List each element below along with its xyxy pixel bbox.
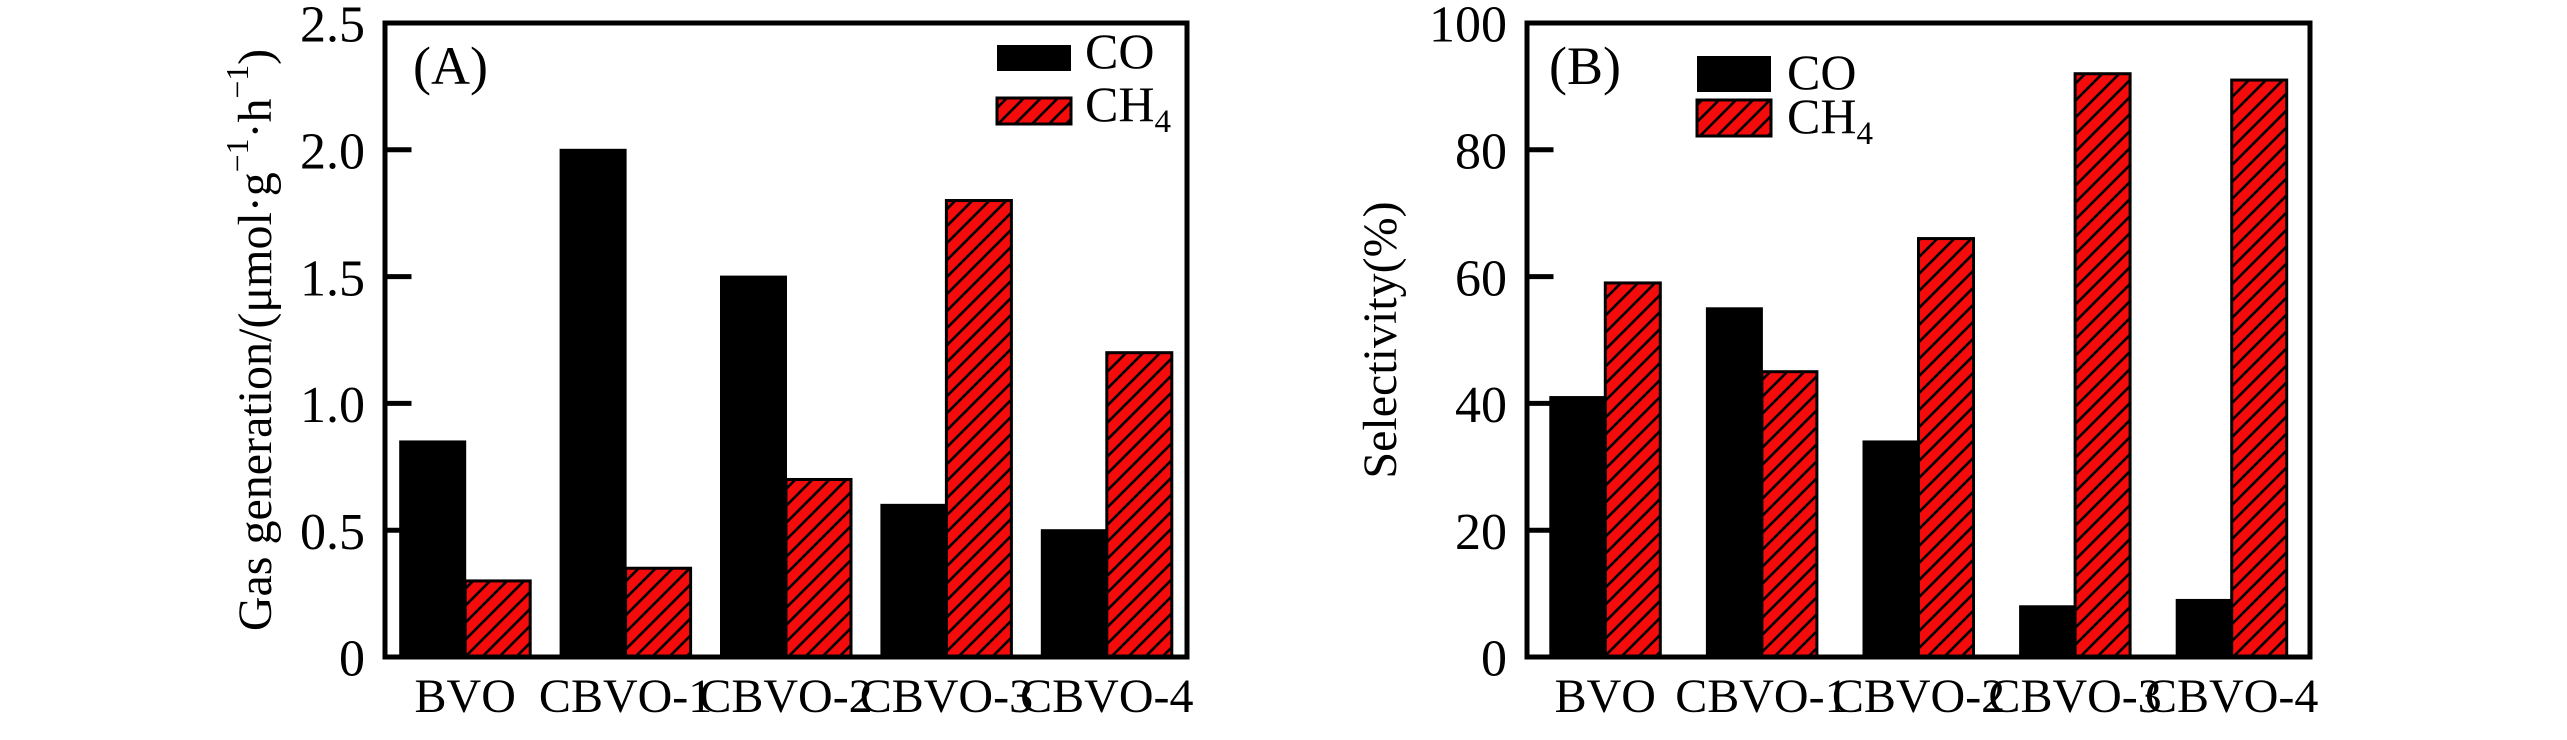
bar-ch4-bvo-hatch — [463, 579, 532, 659]
x-category-label: BVO — [1555, 670, 1656, 723]
bar-ch4-bvo-hatch — [1603, 281, 1662, 659]
y-tick-label: 40 — [1455, 377, 1507, 434]
legend-label-ch4: CH4 — [1085, 76, 1171, 140]
legend-swatch-ch4-hatch — [995, 96, 1073, 126]
bar-ch4-cbvo-4-hatch — [1105, 351, 1174, 659]
x-category-label: CBVO-3 — [1988, 670, 2161, 723]
x-category-label: CBVO-2 — [1832, 670, 2005, 723]
legend-label-co: CO — [1787, 44, 1856, 100]
bar-co-cbvo-1 — [1705, 307, 1763, 658]
panel-label: (A) — [413, 36, 488, 96]
bar-co-cbvo-1 — [559, 148, 627, 659]
y-tick-label: 2.5 — [300, 0, 365, 54]
x-category-label: CBVO-2 — [699, 670, 872, 723]
plot-frame — [1524, 20, 2313, 660]
x-category-label: BVO — [415, 670, 516, 723]
legend-swatch-ch4-hatch — [1695, 98, 1773, 138]
bar-ch4-cbvo-3-hatch — [944, 199, 1013, 659]
y-tick-label: 0 — [1481, 631, 1507, 688]
y-tick-label: 2.0 — [300, 124, 365, 181]
plot-frame — [382, 20, 1190, 660]
y-tick-label: 0.5 — [300, 504, 365, 561]
legend-swatch-co — [997, 45, 1071, 71]
x-category-label: CBVO-1 — [1675, 670, 1848, 723]
y-axis-title: Selectivity(%) — [1354, 201, 1407, 478]
y-tick-label: 60 — [1455, 250, 1507, 307]
y-tick-label: 1.5 — [300, 250, 365, 307]
bar-ch4-cbvo-1-hatch — [1760, 370, 1819, 659]
panel-label: (B) — [1549, 36, 1621, 96]
y-tick-label: 100 — [1429, 0, 1507, 54]
bar-co-cbvo-4 — [2175, 598, 2233, 659]
x-category-label: CBVO-3 — [860, 670, 1033, 723]
bar-co-bvo — [399, 440, 467, 658]
bar-ch4-cbvo-2-hatch — [784, 477, 853, 659]
x-category-label: CBVO-1 — [539, 670, 712, 723]
legend-label-co: CO — [1085, 23, 1154, 79]
y-tick-label: 0 — [339, 631, 365, 688]
bar-co-cbvo-2 — [1862, 440, 1920, 658]
y-axis-title: Gas generation/(μmol·g−1·h−1) — [220, 49, 282, 631]
y-tick-label: 80 — [1455, 124, 1507, 181]
bar-co-cbvo-3 — [2019, 605, 2077, 659]
legend-swatch-co — [1697, 56, 1771, 92]
bar-ch4-cbvo-1-hatch — [624, 566, 693, 659]
bar-ch4-cbvo-2-hatch — [1917, 237, 1975, 659]
bar-co-cbvo-4 — [1040, 529, 1108, 659]
y-tick-label: 20 — [1455, 504, 1507, 561]
bar-co-bvo — [1549, 396, 1607, 658]
bar-co-cbvo-3 — [880, 503, 948, 658]
y-tick-label: 1.0 — [300, 377, 365, 434]
bar-ch4-cbvo-4-hatch — [2230, 78, 2289, 659]
x-category-label: CBVO-4 — [2145, 670, 2318, 723]
bar-co-cbvo-2 — [720, 275, 787, 658]
x-category-label: CBVO-4 — [1020, 670, 1193, 723]
chart-panel-a: 0 0.5 1.0 1.5 2.0 2.5 BVO CBVO-1CBVO-2CBVO-3CBV… — [220, 0, 1194, 723]
bar-ch4-cbvo-3-hatch — [2073, 72, 2132, 659]
legend-label-ch4: CH4 — [1787, 88, 1873, 152]
